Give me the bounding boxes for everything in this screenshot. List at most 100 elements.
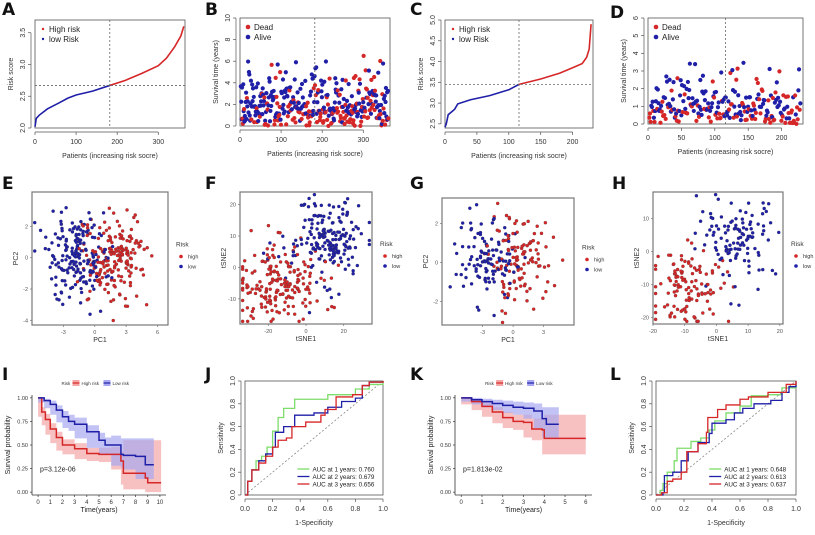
data-point [318, 114, 323, 120]
legend-title: Risk [791, 241, 804, 248]
data-point [64, 248, 68, 253]
x-tick-label: 3 [542, 330, 545, 336]
data-point [112, 260, 117, 264]
data-point [54, 283, 58, 287]
data-point [656, 254, 660, 259]
data-point [313, 247, 318, 252]
legend-label-high: High risk [81, 381, 99, 386]
data-point [383, 85, 389, 91]
data-point [551, 235, 556, 239]
x-tick-label: 0.0 [651, 506, 661, 513]
data-point [667, 253, 671, 257]
data-point [111, 211, 116, 215]
data-point [110, 276, 114, 280]
data-point [760, 88, 765, 94]
data-point [250, 287, 254, 291]
data-point [293, 60, 299, 65]
data-point [67, 266, 71, 270]
data-point [486, 276, 491, 280]
data-point [679, 254, 684, 258]
survival-curve-high [38, 397, 162, 484]
chart-H: -20 -10 0 10 20 -20 -10 0 10 tSNE1 tSNE2 Risk high lo… [634, 191, 813, 343]
data-point [692, 266, 697, 270]
data-point [288, 270, 292, 274]
data-point [764, 113, 769, 118]
data-point [54, 275, 58, 279]
panel-F: F -20 0 20 -10 0 10 20 tSNE1 tSNE2 Risk high low [205, 170, 410, 345]
data-point [487, 280, 492, 284]
data-point [671, 79, 676, 85]
data-point [741, 226, 746, 230]
data-point [372, 88, 378, 93]
data-point [747, 264, 751, 268]
data-point [711, 233, 715, 237]
data-point [479, 222, 483, 226]
data-point [312, 83, 318, 88]
data-point [716, 197, 720, 201]
data-point [134, 266, 138, 270]
data-point [711, 290, 716, 295]
data-point [733, 247, 737, 251]
data-point [67, 295, 72, 299]
data-point [670, 97, 675, 102]
data-point [300, 242, 304, 246]
data-point [278, 231, 282, 235]
data-point [770, 268, 775, 273]
data-point [363, 109, 368, 114]
data-point [708, 108, 713, 114]
data-point [506, 261, 511, 266]
data-point [483, 276, 487, 281]
data-point [504, 232, 508, 236]
data-point [269, 62, 274, 67]
data-point [331, 237, 335, 242]
y-tick-label: 0.6 [230, 422, 237, 432]
y-tick-label: 3.0 [20, 59, 27, 69]
data-point [373, 99, 378, 104]
data-point [691, 108, 696, 114]
y-tick-label: 0.75 [440, 419, 451, 425]
data-point [519, 284, 523, 288]
data-point [54, 263, 58, 267]
data-point [747, 95, 753, 100]
data-point [742, 258, 747, 263]
data-point [78, 228, 83, 232]
data-point [344, 98, 350, 104]
data-point [468, 206, 472, 210]
data-point [763, 116, 768, 121]
data-point [277, 311, 282, 315]
data-point [342, 121, 347, 127]
data-point [490, 221, 495, 225]
data-point [33, 220, 37, 225]
data-point [693, 247, 697, 251]
x-tick-label: 6 [584, 500, 588, 506]
data-point [346, 246, 350, 250]
data-point [535, 275, 539, 279]
y-tick-label: -4 [23, 318, 28, 324]
data-point [490, 262, 494, 267]
data-point [82, 259, 86, 263]
data-point [75, 280, 80, 284]
data-point [241, 82, 246, 87]
data-point [749, 227, 753, 231]
data-point [316, 245, 320, 249]
data-point [766, 202, 771, 206]
data-point [648, 119, 653, 124]
y-tick-label: 0 [225, 124, 232, 128]
data-point [295, 286, 300, 290]
data-point [111, 269, 115, 274]
data-point [726, 107, 732, 112]
data-point [681, 99, 686, 104]
data-point [729, 302, 733, 306]
data-point [761, 267, 765, 272]
data-point [377, 108, 382, 114]
data-point [663, 116, 668, 121]
data-point [112, 283, 116, 288]
data-point [531, 307, 536, 311]
data-point [737, 303, 741, 307]
data-point [295, 252, 300, 257]
data-point [70, 221, 75, 225]
y-tick-label: 3.5 [430, 77, 437, 87]
data-point [687, 61, 692, 66]
x-axis-label: Time(years) [505, 507, 542, 514]
data-point [90, 225, 94, 230]
